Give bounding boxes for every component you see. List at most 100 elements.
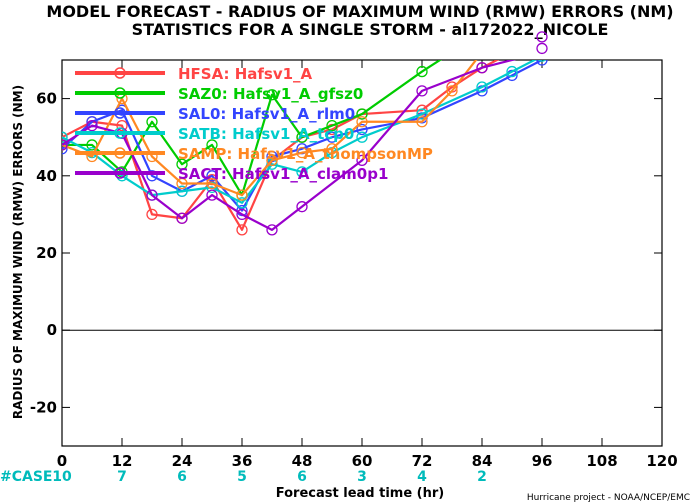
- credit-text: Hurricane project - NOAA/NCEP/EMC: [527, 493, 690, 503]
- case-count: 6: [297, 469, 307, 485]
- legend-swatch-marker: [114, 127, 126, 139]
- data-point: [296, 131, 308, 143]
- data-point: [326, 119, 338, 132]
- x-tick-label: 120: [646, 452, 677, 470]
- data-point: [206, 177, 218, 190]
- y-tick-label: 40: [36, 167, 57, 185]
- legend-swatch-marker: [114, 147, 126, 159]
- y-tick-label: 0: [47, 321, 57, 339]
- data-point: [356, 116, 368, 128]
- data-point: [416, 116, 428, 128]
- data-point: [356, 123, 368, 136]
- data-point: [536, 60, 548, 66]
- data-point: [236, 224, 248, 236]
- legend-entry: SAL0: Hafsv1_A_rlm0: [178, 105, 355, 123]
- data-point: [236, 197, 248, 209]
- outlier-point: [536, 31, 548, 43]
- data-point: [206, 181, 218, 194]
- series-group: [62, 47, 548, 236]
- x-tick-label: 72: [412, 452, 433, 470]
- data-point: [146, 170, 158, 182]
- data-point: [356, 154, 368, 167]
- legend-swatch-marker: [114, 67, 126, 79]
- x-tick-label: 24: [172, 452, 193, 470]
- legend-entry: SACT: Hafsv1_A_clam0p1: [178, 165, 388, 183]
- data-point: [266, 158, 278, 170]
- data-point: [326, 131, 338, 143]
- case-count: 5: [237, 469, 247, 485]
- case-count: 4: [417, 469, 427, 485]
- data-point: [477, 47, 487, 57]
- data-point: [356, 131, 368, 143]
- data-point: [62, 139, 68, 151]
- series-line: [62, 60, 517, 231]
- outlier-point: [536, 42, 548, 55]
- x-axis-label: Forecast lead time (hr): [276, 486, 444, 501]
- data-point: [296, 166, 308, 178]
- legend-entry: HFSA: Hafsv1_A: [178, 65, 313, 83]
- x-tick-label: 60: [352, 452, 373, 470]
- case-count: 2: [477, 469, 487, 485]
- case-count: 7: [117, 469, 127, 485]
- data-point: [296, 146, 308, 159]
- y-tick-label: 60: [36, 90, 57, 108]
- data-point: [236, 189, 248, 201]
- plot-frame: [61, 59, 663, 447]
- legend-swatch-marker: [114, 167, 126, 179]
- legend-entry: SAMP: Hafsv1_A_thompsonMP: [178, 145, 433, 163]
- data-point: [416, 85, 428, 97]
- case-count: 10: [52, 469, 72, 485]
- data-point: [476, 81, 488, 93]
- legend: HFSA: Hafsv1_A SAZ0: Hafsv1_A_gfsz0 SAL0: …: [75, 65, 433, 183]
- data-point: [326, 143, 338, 155]
- case-count: 6: [177, 469, 187, 485]
- data-point: [266, 224, 278, 236]
- data-point: [206, 139, 218, 151]
- series-line: [62, 60, 537, 204]
- data-point: [236, 208, 248, 221]
- data-point: [506, 65, 518, 78]
- legend-entry: SATB: Hafsv1_A_tcp0: [178, 125, 354, 143]
- legend-entry: SAZ0: Hafsv1_A_gfsz0: [178, 85, 363, 103]
- data-point: [176, 185, 188, 197]
- data-point: [416, 65, 428, 78]
- data-point: [176, 212, 188, 224]
- data-point: [86, 119, 98, 132]
- data-point: [537, 60, 547, 62]
- data-point: [206, 189, 218, 201]
- x-tick-label: 36: [232, 452, 253, 470]
- x-tick-label: 84: [472, 452, 493, 470]
- case-label: #CASE: [0, 469, 53, 485]
- data-point: [507, 47, 517, 57]
- data-point: [62, 131, 68, 143]
- data-point: [476, 62, 488, 74]
- data-point: [116, 119, 128, 132]
- data-point: [176, 158, 188, 170]
- chart-subtitle: STATISTICS FOR A SINGLE STORM - al172022…: [132, 20, 609, 39]
- legend-swatch-marker: [114, 107, 126, 119]
- x-tick-label: 48: [292, 452, 313, 470]
- x-tick-label: 96: [532, 452, 553, 470]
- data-point: [146, 189, 158, 201]
- data-point: [62, 143, 68, 155]
- data-point: [416, 108, 428, 120]
- data-point: [176, 177, 188, 190]
- chart-title: MODEL FORECAST - RADIUS OF MAXIMUM WIND …: [46, 2, 673, 21]
- legend-swatch-marker: [114, 87, 126, 99]
- data-point: [146, 208, 158, 221]
- case-count: 3: [357, 469, 367, 485]
- data-point: [266, 89, 278, 101]
- data-point: [356, 108, 368, 120]
- data-point: [146, 116, 158, 128]
- x-tick-label: 0: [57, 452, 67, 470]
- x-tick-label: 12: [112, 452, 133, 470]
- y-tick-label: -20: [30, 398, 57, 416]
- data-point: [116, 170, 128, 182]
- y-tick-label: 20: [36, 244, 57, 262]
- data-point: [296, 201, 308, 213]
- data-point: [206, 170, 218, 182]
- series-line: [62, 60, 478, 197]
- x-tick-label: 108: [586, 452, 617, 470]
